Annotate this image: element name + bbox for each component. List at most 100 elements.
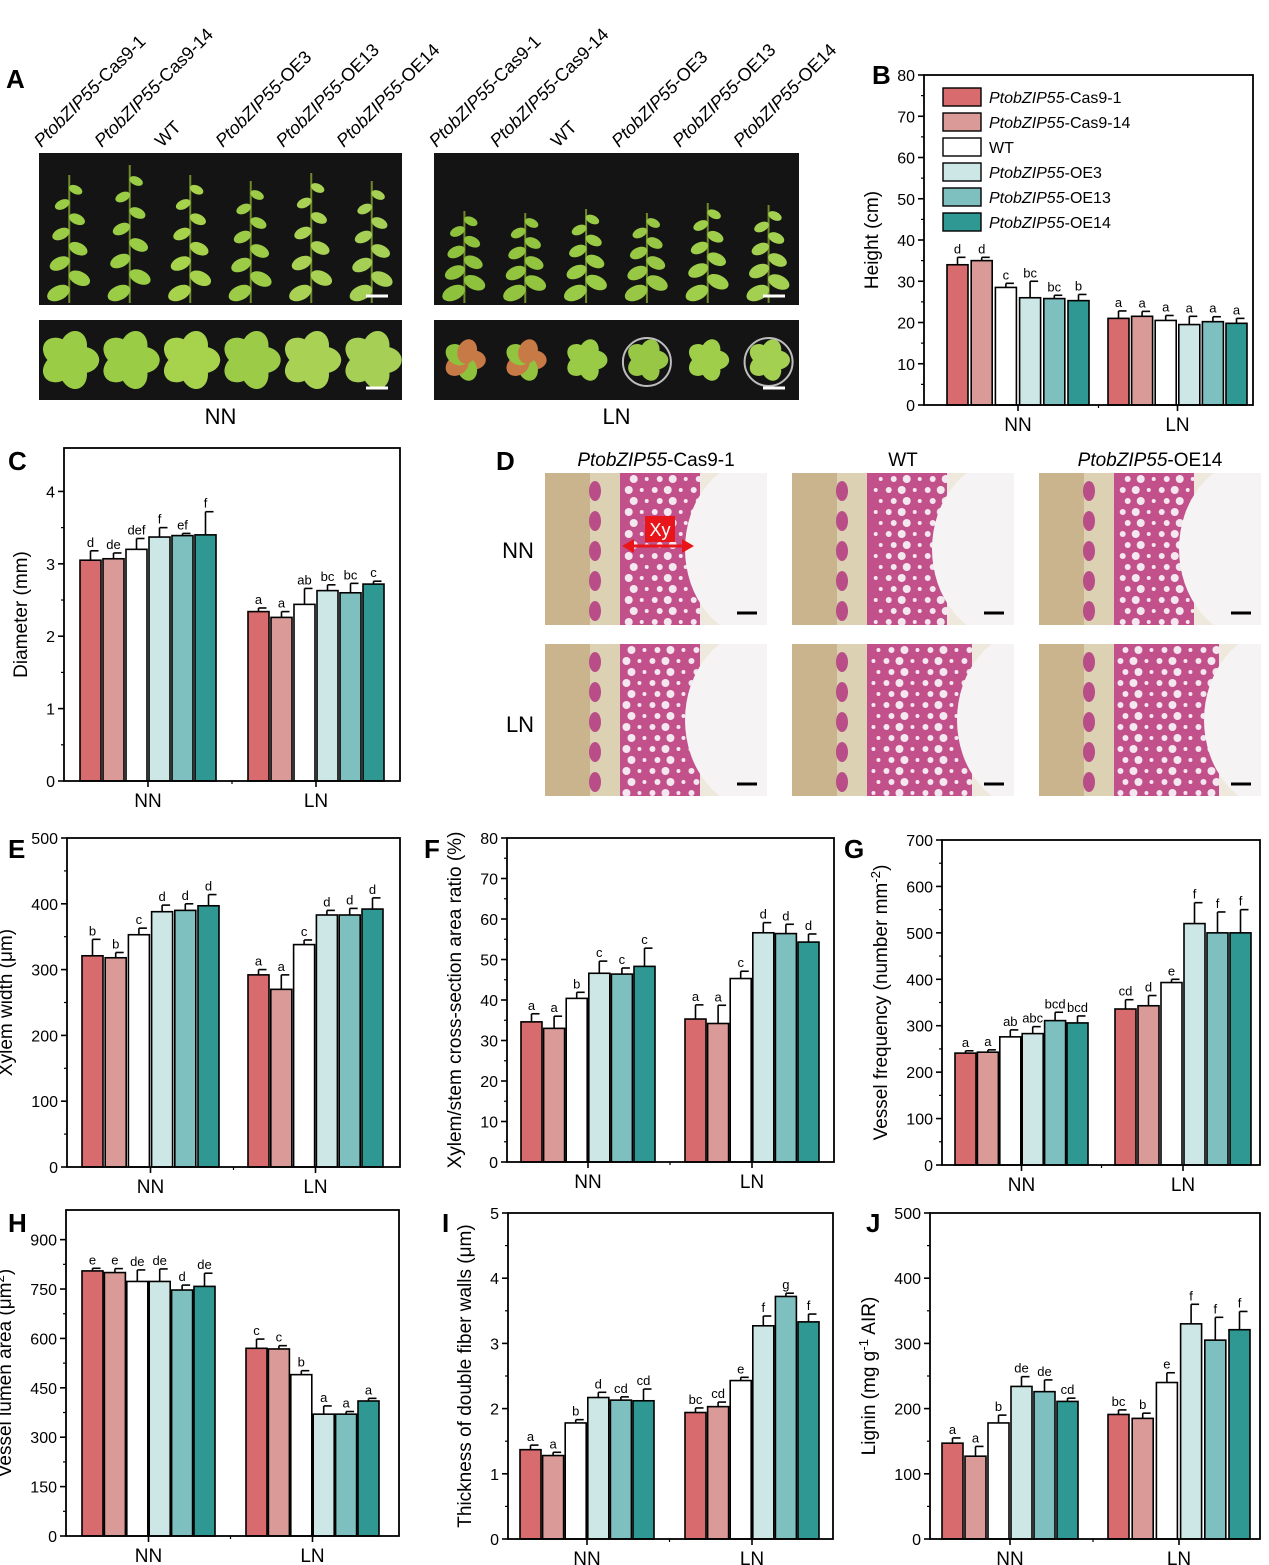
significance-letter: b: [89, 923, 96, 938]
y-tick-label: 4: [46, 484, 55, 501]
bar-F-0-5: [633, 965, 656, 1163]
vessel: [1168, 789, 1177, 796]
legend-entry-label: PtobZIP55-Cas9-1: [989, 90, 1122, 107]
vessel: [878, 477, 883, 481]
significance-letter: a: [527, 1429, 535, 1444]
vessel: [922, 790, 929, 796]
vessel: [888, 669, 895, 675]
vessel: [954, 692, 959, 696]
significance-letter: bc: [1023, 265, 1037, 280]
plant-leaf: [768, 274, 790, 290]
bar-J-0-2: [987, 1422, 1010, 1540]
x-category-label: NN: [574, 1172, 601, 1193]
vessel: [1195, 746, 1202, 752]
rosette-leaf: [639, 339, 660, 364]
vessel: [651, 619, 658, 625]
fiber-cap: [589, 601, 601, 621]
fiber-cap: [589, 742, 601, 762]
bar-E-0-3: [150, 910, 174, 1168]
vessel: [961, 658, 968, 664]
vessel: [681, 780, 686, 784]
vessel: [1124, 476, 1131, 482]
label-plain-part: -Cas9-1: [485, 31, 544, 90]
plant-leaf: [289, 284, 312, 302]
y-tick-label: 20: [480, 1074, 498, 1091]
vessel: [1129, 657, 1138, 665]
vessel: [1161, 669, 1168, 675]
xylem-band: [867, 644, 972, 796]
significance-letter: a: [692, 989, 700, 1004]
genotype-label: PtobZIP55-OE13: [272, 40, 383, 151]
vessel: [639, 620, 644, 624]
pith: [957, 644, 1014, 796]
plant-leaf: [524, 256, 544, 270]
plant-leaf: [228, 284, 252, 302]
vessel: [1119, 597, 1126, 603]
arrow-head-left: [622, 539, 634, 553]
significance-letter: a: [1209, 301, 1217, 316]
vessel: [900, 778, 909, 786]
y-tick-label: 0: [46, 774, 55, 791]
significance-letter: a: [255, 592, 263, 607]
vessel: [912, 488, 917, 492]
significance-letter: de: [130, 1254, 144, 1269]
vessel: [910, 659, 915, 663]
significance-letter: def: [127, 522, 145, 537]
significance-letter: a: [320, 1390, 328, 1405]
vessel: [1144, 703, 1149, 707]
vessel: [883, 746, 890, 752]
vessel: [629, 475, 638, 483]
y-tick-label: 400: [894, 1271, 921, 1288]
significance-letter: c: [737, 955, 744, 970]
vessel: [902, 585, 911, 593]
vessel: [683, 521, 688, 525]
plant-leaf: [129, 176, 143, 186]
plant-leaf: [189, 241, 209, 256]
vessel: [1161, 713, 1168, 719]
vessel: [1212, 646, 1221, 654]
vessel: [663, 508, 672, 516]
ylabel-part: Vessel lumen area (μm: [0, 1283, 16, 1478]
plant-leaf: [571, 224, 587, 236]
bar-G-0-1: [976, 1051, 1000, 1166]
plant-leaf: [524, 218, 539, 228]
vessel: [878, 587, 883, 591]
bar-J-0-1: [964, 1455, 987, 1540]
vessel: [656, 608, 663, 614]
vessel: [649, 658, 656, 664]
significance-letter: bc: [1047, 279, 1061, 294]
plant-leaf: [231, 257, 252, 273]
rosette-leaf: [180, 330, 209, 366]
y-tick-label: 700: [906, 833, 933, 850]
vessel: [954, 670, 959, 674]
vessel: [961, 790, 968, 796]
vessel: [642, 670, 647, 674]
vessel: [1117, 702, 1124, 708]
bar-E-0-4: [174, 909, 197, 1168]
bar-E-1-1: [269, 988, 293, 1168]
vessel: [1195, 724, 1202, 730]
vessel: [1119, 619, 1126, 625]
vessel: [949, 681, 954, 685]
significance-letter: de: [197, 1257, 211, 1272]
vessel: [1124, 586, 1131, 592]
vessel: [1122, 647, 1129, 653]
panel-letter-G: G: [844, 834, 864, 864]
bar-J-0-4: [1033, 1390, 1056, 1540]
vessel: [695, 608, 702, 614]
vessel: [622, 657, 631, 665]
vessel: [927, 713, 934, 719]
bar-J-1-5: [1228, 1328, 1251, 1540]
vessel: [1185, 598, 1190, 602]
legend-entry-label: PtobZIP55-OE13: [989, 190, 1111, 207]
vessel: [1183, 791, 1188, 795]
vessel: [644, 587, 649, 591]
y-tick-label: 200: [31, 1028, 58, 1045]
vessel: [656, 498, 663, 504]
y-tick-label: 600: [30, 1331, 57, 1348]
vessel: [637, 769, 642, 773]
vessel: [1149, 780, 1154, 784]
bar-E-1-5: [361, 908, 384, 1168]
plant-leaf: [310, 212, 327, 224]
y-tick-label: 0: [49, 1160, 58, 1177]
